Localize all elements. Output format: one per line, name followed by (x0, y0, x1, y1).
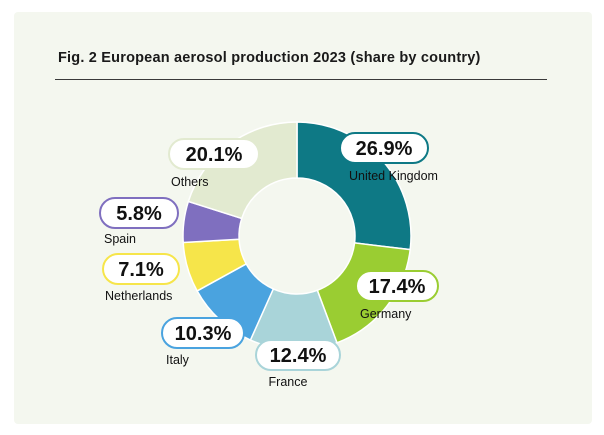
value-pill-others (168, 138, 260, 170)
category-label-netherlands: Netherlands (105, 289, 172, 303)
category-label-united-kingdom: United Kingdom (349, 169, 438, 183)
slice-others (187, 121, 298, 220)
category-label-germany: Germany (360, 307, 412, 321)
title-underline (55, 79, 547, 80)
category-label-spain: Spain (104, 232, 136, 246)
category-label-france: France (269, 375, 308, 389)
category-label-others: Others (171, 175, 209, 189)
value-label-germany: 17.4% (369, 276, 426, 298)
category-label-italy: Italy (166, 353, 190, 367)
value-label-italy: 10.3% (175, 323, 232, 345)
slice-labels: 26.9% United Kingdom 17.4% Germany 12.4% Fran… (99, 132, 439, 389)
value-pill-spain (99, 197, 179, 229)
value-label-others: 20.1% (186, 144, 243, 166)
donut-slices (182, 121, 412, 351)
value-label-france: 12.4% (270, 345, 327, 367)
chart-title: Fig. 2 European aerosol production 2023 … (58, 50, 481, 66)
value-pill-netherlands (102, 253, 180, 285)
value-pill-germany (355, 270, 439, 302)
value-pill-united-kingdom (339, 132, 429, 164)
value-label-netherlands: 7.1% (118, 259, 164, 281)
value-label-united-kingdom: 26.9% (356, 138, 413, 160)
value-pill-italy (161, 317, 245, 349)
value-label-spain: 5.8% (116, 203, 162, 225)
value-pill-france (255, 339, 341, 371)
